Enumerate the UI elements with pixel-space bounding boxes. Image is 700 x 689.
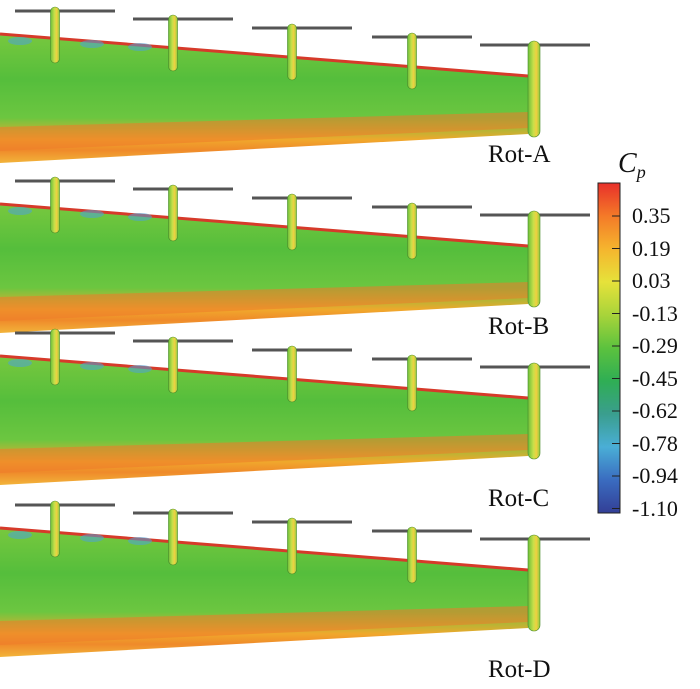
nacelle <box>50 6 60 64</box>
nacelle <box>50 328 60 386</box>
nacelle <box>407 202 417 260</box>
suction-spot <box>80 534 104 542</box>
colorbar-tick-marks <box>612 215 620 509</box>
wing-panel-4 <box>0 500 590 657</box>
colorbar-tick-label: -0.94 <box>632 463 678 488</box>
colorbar-tick-label: 0.03 <box>632 268 671 293</box>
nacelle <box>168 508 178 566</box>
suction-spot <box>80 210 104 218</box>
nacelle <box>407 32 417 90</box>
wing-panels <box>0 6 590 657</box>
suction-spot <box>8 359 32 367</box>
nacelle <box>287 517 297 575</box>
colorbar-tick-label: -0.13 <box>632 300 678 326</box>
nacelle <box>168 336 178 394</box>
nacelle <box>50 176 60 234</box>
suction-spot <box>128 43 152 51</box>
suction-spot <box>128 213 152 221</box>
nacelle <box>527 40 541 138</box>
colorbar-tick-label: -0.45 <box>632 365 678 391</box>
nacelle <box>527 534 541 632</box>
nacelle <box>168 184 178 242</box>
suction-spot <box>8 207 32 215</box>
colorbar-tick-label: -0.78 <box>632 430 678 456</box>
colorbar-tick-label: 0.35 <box>632 203 671 228</box>
trailing-edge-band <box>0 112 528 151</box>
suction-spot <box>128 537 152 545</box>
nacelle <box>527 210 541 308</box>
nacelle <box>287 193 297 251</box>
wing-panel-2 <box>0 176 590 333</box>
trailing-edge-band <box>0 282 528 321</box>
suction-spot <box>80 362 104 370</box>
nacelle <box>287 345 297 403</box>
suction-spot <box>80 40 104 48</box>
colorbar-tick-label: -1.10 <box>632 495 678 521</box>
suction-spot <box>8 531 32 539</box>
colorbar-tick-label: -0.29 <box>632 333 678 358</box>
nacelle <box>527 362 541 460</box>
suction-spot <box>8 37 32 45</box>
trailing-edge-band <box>0 434 528 473</box>
wing-panel-1 <box>0 6 590 163</box>
panel-label-3: Rot-C <box>488 485 550 512</box>
nacelle <box>168 14 178 72</box>
panel-label-2: Rot-B <box>488 313 550 340</box>
nacelle <box>407 354 417 412</box>
colorbar-gradient <box>597 182 621 514</box>
panel-label-1: Rot-A <box>488 141 551 168</box>
colorbar-title: Cp <box>618 148 646 182</box>
nacelle <box>50 500 60 558</box>
panel-label-4: Rot-D <box>488 656 551 683</box>
colorbar-tick-label: -0.62 <box>632 398 678 423</box>
suction-spot <box>128 365 152 373</box>
nacelle <box>407 526 417 584</box>
trailing-edge-band <box>0 606 528 645</box>
wing-panel-3 <box>0 328 590 485</box>
colorbar-tick-label: 0.19 <box>632 235 671 261</box>
nacelle <box>287 23 297 81</box>
